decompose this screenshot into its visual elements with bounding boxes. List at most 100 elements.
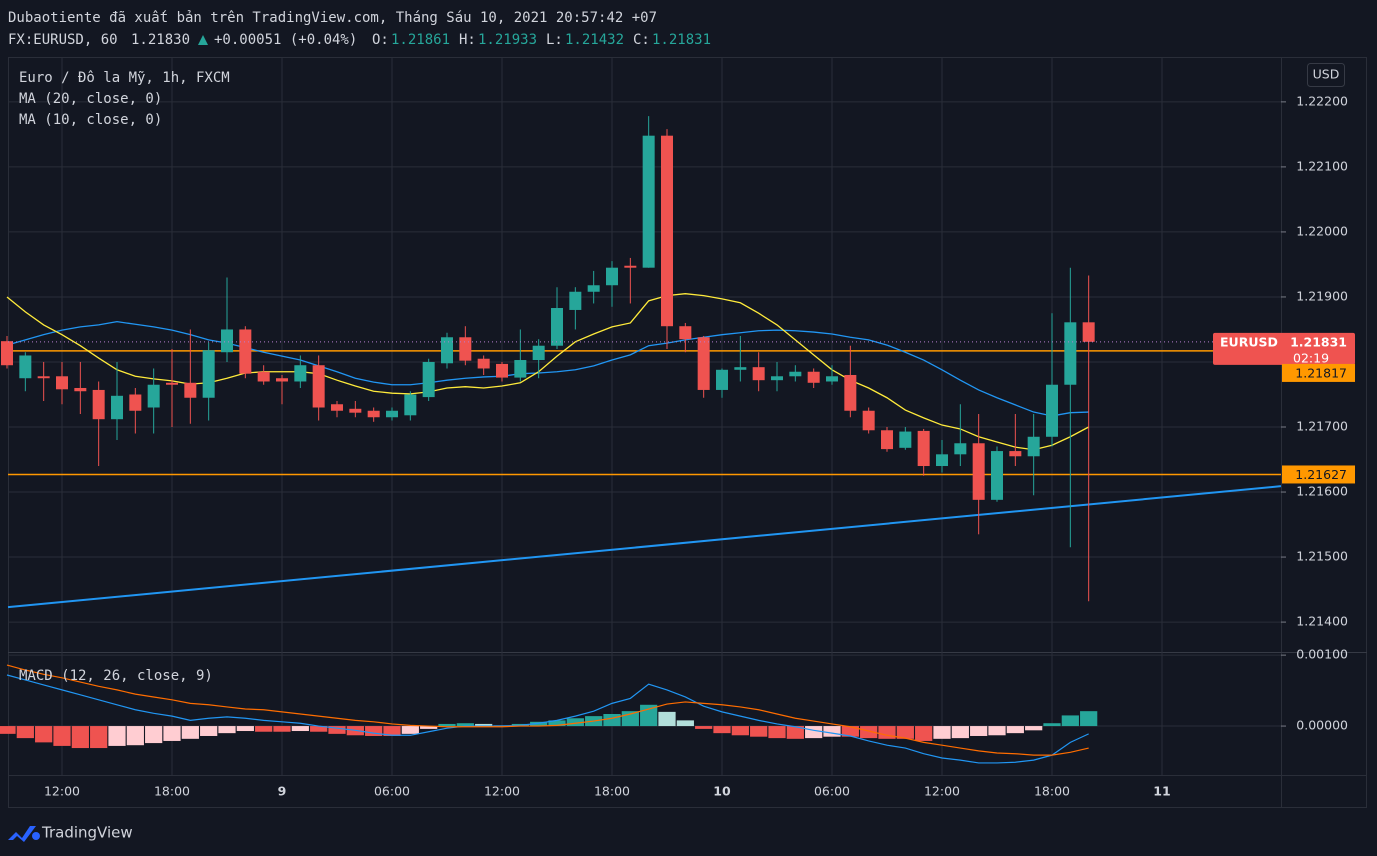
y-tick-label: 1.21400 xyxy=(1296,614,1348,629)
frame xyxy=(8,57,1367,808)
indicator-title: MACD (12, 26, close, 9) xyxy=(19,668,213,684)
legend-entry: MA (10, close, 0) xyxy=(19,112,162,128)
histogram-bar xyxy=(548,720,566,727)
candle-body xyxy=(514,360,527,378)
candle-body xyxy=(349,408,362,413)
candle-body xyxy=(899,431,912,448)
ohlc-label: O: xyxy=(372,32,389,48)
histogram-bar xyxy=(1025,726,1043,731)
candle-body xyxy=(734,367,747,370)
histogram-bar xyxy=(236,726,254,732)
candle-body xyxy=(661,135,673,327)
moving-average xyxy=(6,321,1089,417)
published-line: Dubaotiente đã xuất bản trên TradingView… xyxy=(8,10,657,26)
histogram-bar xyxy=(786,726,804,739)
candle-body xyxy=(551,308,563,346)
y-tick-label: 0.00000 xyxy=(1296,718,1348,733)
x-tick-label: 18:00 xyxy=(594,784,630,799)
candle-body xyxy=(422,361,435,398)
x-tick-label: 9 xyxy=(278,784,287,799)
histogram-bar xyxy=(915,726,933,741)
candle-body xyxy=(386,410,398,418)
candle-body xyxy=(294,365,307,382)
y-tick-label: 1.22200 xyxy=(1296,93,1348,108)
y-tick-label: 1.22000 xyxy=(1296,223,1348,238)
candle-body xyxy=(477,358,490,369)
histogram-bar xyxy=(273,726,291,732)
candle-body xyxy=(459,337,472,361)
histogram-bar xyxy=(713,726,731,734)
hline-label: 1.21817 xyxy=(1295,365,1347,380)
histogram-bar xyxy=(401,726,419,734)
currency: USD xyxy=(1313,67,1340,82)
chart-title: Euro / Đô la Mỹ, 1h, FXCM xyxy=(19,70,230,86)
candle-body xyxy=(312,365,325,408)
candle-body xyxy=(367,410,380,418)
candle-body xyxy=(606,267,618,286)
histogram-bar xyxy=(90,726,108,749)
tag-symbol: EURUSD xyxy=(1220,334,1278,349)
hline-label: 1.21627 xyxy=(1295,467,1347,482)
candle-body xyxy=(147,384,160,408)
x-tick-label: 18:00 xyxy=(1034,784,1070,799)
candle-body xyxy=(239,329,252,374)
histogram-bar xyxy=(805,726,823,739)
candle-body xyxy=(697,337,710,390)
y-tick-label: 0.00100 xyxy=(1296,647,1348,662)
candle-body xyxy=(1046,384,1058,437)
last-price: 1.21830 xyxy=(131,32,190,48)
candle-body xyxy=(1,341,13,366)
candle-body xyxy=(771,376,783,381)
candle-body xyxy=(92,389,105,420)
candle-body xyxy=(936,454,948,467)
histogram-bar xyxy=(676,720,694,727)
last-price-label: 1.21831 xyxy=(1290,334,1347,349)
histogram-bar xyxy=(658,711,676,727)
x-tick-label: 11 xyxy=(1153,784,1170,799)
symbol: FX:EURUSD, 60 xyxy=(8,32,118,48)
candle-body xyxy=(56,376,68,390)
histogram-bar xyxy=(768,726,786,739)
candle-body xyxy=(972,443,985,500)
candle-body xyxy=(111,395,123,420)
change: +0.00051 (+0.04%) xyxy=(214,32,357,48)
histogram-bar xyxy=(970,726,988,736)
candle-body xyxy=(184,382,197,398)
x-tick-label: 06:00 xyxy=(814,784,850,799)
candle-body xyxy=(1009,451,1022,457)
histogram-bar xyxy=(420,726,438,729)
candle-body xyxy=(221,329,233,353)
ohlc-label: C: xyxy=(633,32,650,48)
candle-body xyxy=(257,371,270,382)
candle-body xyxy=(624,265,637,268)
ohlc-label: H: xyxy=(459,32,476,48)
plot-layer: 12:00 18:00 9 06:00 12:00 18:00 10 06:00 12:00 18… xyxy=(0,57,1355,799)
histogram-bar xyxy=(475,723,493,727)
y-tick-label: 1.21600 xyxy=(1296,484,1348,499)
candle-body xyxy=(679,326,692,340)
histogram-bar xyxy=(951,726,969,739)
ohlc-value: 1.21432 xyxy=(565,32,624,48)
histogram-bar xyxy=(823,726,841,737)
candle-body xyxy=(826,376,838,382)
candle-body xyxy=(166,382,178,385)
candle-body xyxy=(19,355,32,379)
candle-body xyxy=(1082,322,1095,342)
candle-body xyxy=(862,410,875,431)
histogram-bar xyxy=(16,726,34,739)
ohlc-value: 1.21861 xyxy=(391,32,450,48)
histogram-bar xyxy=(328,726,346,734)
candle-body xyxy=(496,363,508,378)
currency-button[interactable] xyxy=(1307,63,1345,87)
y-tick-label: 1.21700 xyxy=(1296,419,1348,434)
y-tick-label: 1.21500 xyxy=(1296,549,1348,564)
candle-body xyxy=(532,345,545,361)
candle-body xyxy=(587,285,600,292)
x-tick-label: 06:00 xyxy=(374,784,410,799)
y-tick-label: 1.21900 xyxy=(1296,288,1348,303)
macd-line xyxy=(6,664,1089,756)
histogram-bar xyxy=(163,726,181,741)
ohlc-label: L: xyxy=(546,32,563,48)
y-tick-label: 1.22100 xyxy=(1296,158,1348,173)
x-tick-label: 12:00 xyxy=(44,784,80,799)
